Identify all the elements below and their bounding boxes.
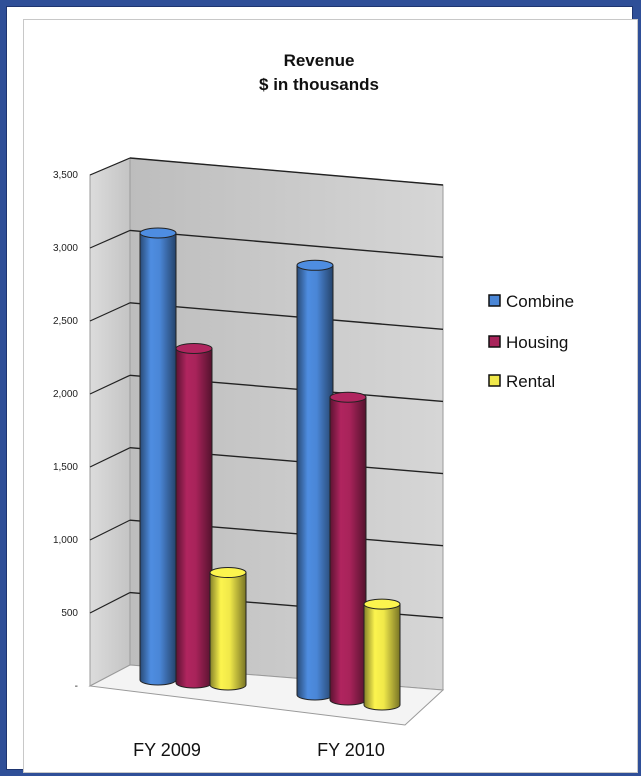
bar-top-combine	[296, 259, 334, 271]
legend-swatch-housing	[488, 335, 501, 348]
y-tick-label: 2,500	[53, 316, 78, 327]
gridline-side	[89, 374, 131, 395]
y-tick-label: 500	[61, 608, 78, 619]
gridline	[129, 157, 444, 186]
bar-top-rental	[209, 567, 247, 579]
y-tick-label: 1,500	[53, 462, 78, 473]
bar-rental-fy-2009	[209, 572, 247, 691]
x-tick-label: FY 2009	[133, 740, 201, 760]
bar-combine-fy-2010	[296, 264, 334, 701]
legend-swatch-rental	[488, 374, 501, 387]
bar-housing-fy-2010	[329, 396, 367, 706]
bar-top-housing	[329, 391, 367, 403]
bar-housing-fy-2009	[175, 347, 213, 689]
chart-title: Revenue	[284, 51, 355, 70]
y-axis-ticks: - 500 1,000 1,500 2,000 2,500 3,000 3,500	[53, 170, 78, 692]
y-tick-label: 3,500	[53, 170, 78, 181]
bars	[139, 227, 401, 711]
legend: Combine Housing Rental	[488, 292, 574, 391]
bar-combine-fy-2009	[139, 232, 177, 686]
legend-swatch-combine	[488, 294, 501, 307]
gridline	[129, 229, 444, 258]
gridline-side	[89, 447, 131, 468]
x-tick-label: FY 2010	[317, 740, 385, 760]
side-wall	[89, 157, 131, 687]
gridline-side	[89, 592, 131, 614]
bar-top-combine	[139, 227, 177, 239]
x-axis-labels: FY 2009 FY 2010	[133, 740, 385, 760]
gridline	[129, 302, 444, 330]
chart-subtitle: $ in thousands	[259, 75, 379, 94]
legend-label-rental: Rental	[506, 372, 555, 391]
bar-rental-fy-2010	[363, 603, 401, 711]
bar-top-housing	[175, 342, 213, 354]
bar-top-rental	[363, 598, 401, 610]
legend-label-combine: Combine	[506, 292, 574, 311]
y-tick-label: 1,000	[53, 535, 78, 546]
legend-label-housing: Housing	[506, 333, 568, 352]
y-tick-label: -	[75, 681, 78, 692]
gridline-side	[89, 302, 131, 322]
y-tick-label: 3,000	[53, 243, 78, 254]
y-tick-label: 2,000	[53, 389, 78, 400]
gridline-side	[89, 229, 131, 249]
gridline-side	[89, 157, 131, 176]
gridline-side	[89, 519, 131, 541]
